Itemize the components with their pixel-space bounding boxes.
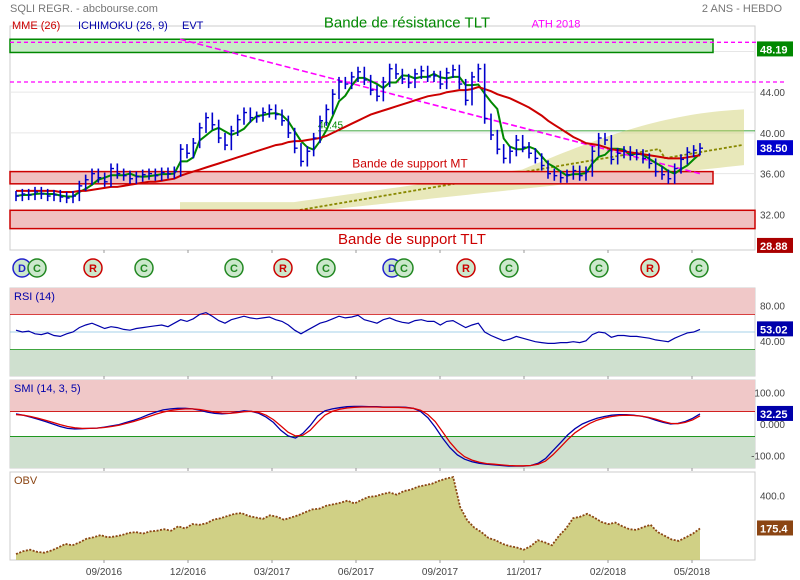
x-tick-label: 09/2017 bbox=[422, 567, 459, 578]
obv-area bbox=[16, 477, 700, 560]
signal-red-circle bbox=[640, 258, 660, 278]
signal-letter: C bbox=[505, 263, 513, 275]
signal-green-circle bbox=[134, 258, 154, 278]
legend-evt: EVT bbox=[182, 20, 204, 32]
signal-green-circle bbox=[27, 258, 47, 278]
support-mt-label: Bande de support MT bbox=[352, 157, 468, 171]
obv-y-tick: 400.0 bbox=[760, 491, 785, 502]
smi-lower-zone bbox=[10, 436, 755, 468]
signal-letter: D bbox=[18, 263, 26, 275]
rsi-y-tick: 40.00 bbox=[760, 337, 785, 348]
x-tick-label: 03/2017 bbox=[254, 567, 291, 578]
ichimoku-cloud bbox=[180, 109, 744, 211]
signal-letter: C bbox=[230, 263, 238, 275]
x-tick-label: 09/2016 bbox=[86, 567, 123, 578]
signal-green-circle bbox=[689, 258, 709, 278]
signal-letter: C bbox=[322, 263, 330, 275]
legend-mme: MME (26) bbox=[12, 20, 60, 32]
signal-red-circle bbox=[456, 258, 476, 278]
resistance-band bbox=[9, 38, 714, 54]
main-y-tick: 44.00 bbox=[760, 88, 785, 99]
smi-last-value-box bbox=[757, 405, 793, 421]
support-low-value-box bbox=[757, 237, 793, 253]
support-tlt-band bbox=[9, 209, 756, 230]
signal-letter: R bbox=[462, 263, 470, 275]
resistance-top-value-box bbox=[757, 41, 793, 57]
rsi-y-tick: 80.00 bbox=[760, 302, 785, 313]
smi-label: SMI (14, 3, 5) bbox=[14, 383, 81, 395]
legend-ichimoku: ICHIMOKU (26, 9) bbox=[78, 20, 168, 32]
smi-upper-zone bbox=[10, 380, 755, 412]
signal-green-circle bbox=[316, 258, 336, 278]
smi-last-value: 32.25 bbox=[760, 409, 788, 421]
resistance-band-label: Bande de résistance TLT bbox=[324, 15, 490, 32]
main-y-tick: 40.00 bbox=[760, 129, 785, 140]
signal-green-circle bbox=[499, 258, 519, 278]
smi-line bbox=[15, 405, 701, 467]
x-tick-label: 06/2017 bbox=[338, 567, 375, 578]
signal-letter: D bbox=[388, 263, 396, 275]
rsi-label: RSI (14) bbox=[14, 291, 55, 303]
signal-letter: R bbox=[279, 263, 287, 275]
smi-y-tick: 0.000 bbox=[760, 420, 785, 431]
signal-green-circle bbox=[224, 258, 244, 278]
signal-letter: C bbox=[140, 263, 148, 275]
rsi-line bbox=[15, 311, 701, 344]
main-y-tick: 36.00 bbox=[760, 170, 785, 181]
period-label: 2 ANS - HEBDO bbox=[702, 3, 783, 15]
main-y-tick: 32.00 bbox=[760, 210, 785, 221]
rsi-last-value-box bbox=[757, 321, 793, 337]
signal-letter: C bbox=[695, 263, 703, 275]
price-last-value-box bbox=[757, 140, 793, 156]
obv-last-value-box bbox=[757, 520, 793, 536]
signal-letter: R bbox=[646, 263, 654, 275]
signal-letter: C bbox=[595, 263, 603, 275]
resistance-top-value: 48.19 bbox=[760, 44, 788, 56]
signal-green-circle bbox=[589, 258, 609, 278]
obv-line bbox=[15, 476, 701, 555]
signal-green-circle bbox=[394, 258, 414, 278]
top-partial-label: ATH 2018 bbox=[532, 19, 581, 31]
smi-y-tick: -100.00 bbox=[751, 451, 785, 462]
signal-letter: C bbox=[33, 263, 41, 275]
chart-source-title: SQLI REGR. - abcbourse.com bbox=[10, 3, 158, 15]
signal-letter: R bbox=[89, 263, 97, 275]
x-tick-label: 12/2016 bbox=[170, 567, 207, 578]
signal-red-circle bbox=[83, 258, 103, 278]
obv-last-value: 175.4 bbox=[760, 523, 788, 535]
level-40-label: 40.45 bbox=[318, 120, 343, 131]
smi-y-tick: 100.00 bbox=[754, 389, 785, 400]
rsi-oversold-zone bbox=[10, 349, 755, 376]
smi-signal-line bbox=[15, 406, 701, 467]
rsi-last-value: 53.02 bbox=[760, 324, 788, 336]
support-low-value: 28.88 bbox=[760, 241, 788, 253]
signal-red-circle bbox=[273, 258, 293, 278]
obv-label: OBV bbox=[14, 475, 38, 487]
support-mt-band bbox=[9, 170, 714, 185]
support-tlt-label: Bande de support TLT bbox=[338, 231, 486, 248]
x-tick-label: 05/2018 bbox=[674, 567, 711, 578]
x-tick-label: 11/2017 bbox=[506, 567, 542, 578]
mme-26-line bbox=[16, 86, 701, 193]
x-tick-label: 02/2018 bbox=[590, 567, 627, 578]
signal-letter: C bbox=[400, 263, 408, 275]
rsi-overbought-zone bbox=[10, 288, 755, 315]
price-last-value: 38.50 bbox=[760, 143, 788, 155]
